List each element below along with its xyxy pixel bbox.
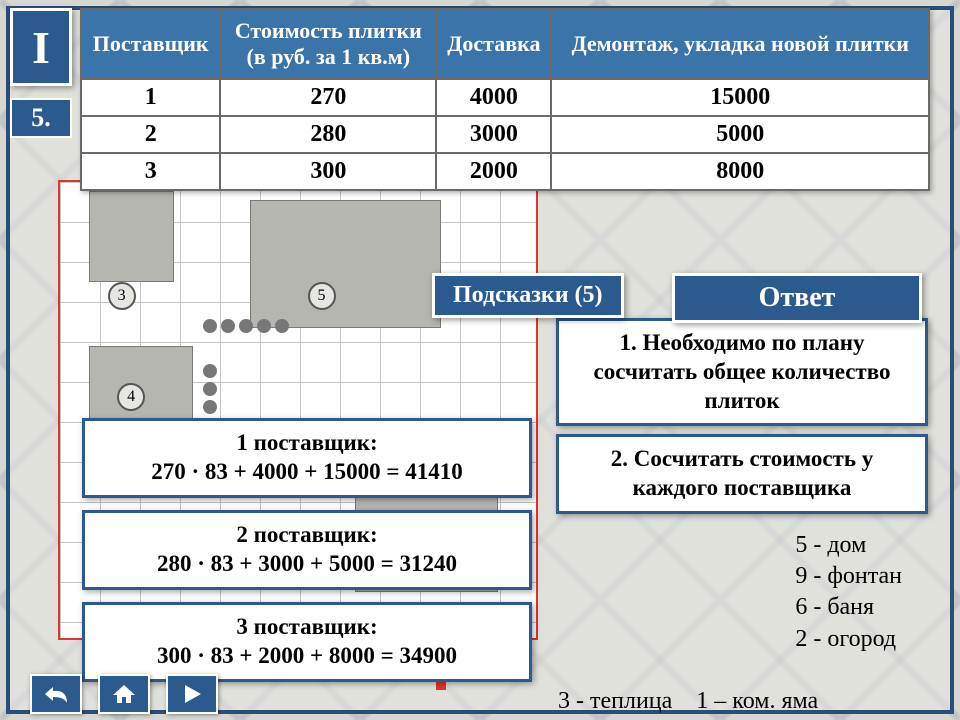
legend-item: 3 - теплица [558,688,672,714]
nav-back-button[interactable] [30,674,82,714]
home-icon [111,683,137,705]
hint-1-text: 1. Необходимо по плану сосчитать общее к… [594,330,891,413]
legend-item: 9 - фонтан [795,561,902,592]
calc-3-expr: 300 · 83 + 2000 + 8000 = 34900 [157,643,457,668]
calc-2: 2 поставщик: 280 · 83 + 3000 + 5000 = 31… [82,510,532,590]
hint-2-text: 2. Сосчитать стоимость у каждого поставщ… [611,446,874,500]
cell: 15000 [551,79,929,116]
cell: 3000 [436,116,551,153]
cell: 3 [81,153,220,190]
col-cost: Стоимость плитки (в руб. за 1 кв.м) [220,9,436,79]
cell: 2000 [436,153,551,190]
section-roman-badge: I [10,8,72,86]
table-row: 3 300 2000 8000 [81,153,929,190]
col-install: Демонтаж, укладка новой плитки [551,9,929,79]
table-header-row: Поставщик Стоимость плитки (в руб. за 1 … [81,9,929,79]
task-number-text: 5. [31,103,51,133]
legend-item: 5 - дом [795,530,902,561]
cell: 300 [220,153,436,190]
calc-2-expr: 280 · 83 + 3000 + 5000 = 31240 [157,551,457,576]
answer-button[interactable]: Ответ [672,273,922,323]
undo-icon [43,683,69,705]
play-icon [181,683,203,705]
cell: 270 [220,79,436,116]
table-row: 2 280 3000 5000 [81,116,929,153]
cell: 1 [81,79,220,116]
col-supplier: Поставщик [81,9,220,79]
cell: 2 [81,116,220,153]
hint-1: 1. Необходимо по плану сосчитать общее к… [556,318,928,426]
nav-bar [30,674,218,714]
plan-label-5: 5 [318,287,326,305]
cell: 5000 [551,116,929,153]
cell: 4000 [436,79,551,116]
calc-3-title: 3 поставщик: [236,614,377,639]
legend-item: 6 - баня [795,592,902,623]
task-number-badge: 5. [10,98,72,138]
table-row: 1 270 4000 15000 [81,79,929,116]
legend-item: 1 – ком. яма [696,688,818,714]
calc-1-title: 1 поставщик: [236,430,377,455]
plan-label-3: 3 [118,287,126,305]
suppliers-table: Поставщик Стоимость плитки (в руб. за 1 … [80,8,930,191]
calc-1-expr: 270 · 83 + 4000 + 15000 = 41410 [151,459,463,484]
calc-2-title: 2 поставщик: [236,522,377,547]
hints-button[interactable]: Подсказки (5) [432,273,624,318]
calc-1: 1 поставщик: 270 · 83 + 4000 + 15000 = 4… [82,418,532,498]
nav-next-button[interactable] [166,674,218,714]
hint-2: 2. Сосчитать стоимость у каждого поставщ… [556,434,928,514]
hints-button-label: Подсказки (5) [453,282,603,308]
section-roman-text: I [32,21,50,74]
plan-label-4: 4 [127,388,135,406]
cell: 280 [220,116,436,153]
cell: 8000 [551,153,929,190]
legend-item: 2 - огород [795,624,902,655]
legend-row-2: 3 - теплица 1 – ком. яма [558,688,818,715]
col-delivery: Доставка [436,9,551,79]
calc-3: 3 поставщик: 300 · 83 + 2000 + 8000 = 34… [82,602,532,682]
nav-home-button[interactable] [98,674,150,714]
answer-button-label: Ответ [759,282,836,313]
legend: 5 - дом 9 - фонтан 6 - баня 2 - огород [795,530,902,655]
